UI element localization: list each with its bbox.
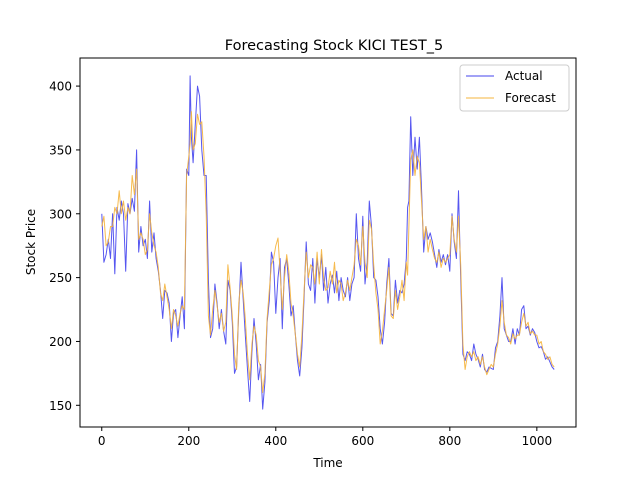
y-tick-label: 350 xyxy=(49,143,72,157)
legend-label-actual: Actual xyxy=(505,69,543,83)
x-tick-label: 400 xyxy=(264,434,287,448)
legend-label-forecast: Forecast xyxy=(505,91,556,105)
x-tick-label: 600 xyxy=(351,434,374,448)
series-layer xyxy=(101,75,555,410)
y-tick-label: 250 xyxy=(49,271,72,285)
x-axis: 0 200 400 600 800 1000 xyxy=(98,427,552,448)
x-tick-label: 1000 xyxy=(522,434,553,448)
series-line-forecast xyxy=(101,111,555,393)
y-axis: 150 200 250 300 350 400 xyxy=(49,80,80,413)
series-line-actual xyxy=(101,75,555,410)
x-tick-label: 0 xyxy=(98,434,106,448)
y-tick-label: 400 xyxy=(49,80,72,94)
y-axis-label: Stock Price xyxy=(24,209,38,275)
x-axis-label: Time xyxy=(312,456,342,470)
y-tick-label: 150 xyxy=(49,399,72,413)
y-tick-label: 300 xyxy=(49,207,72,221)
y-tick-label: 200 xyxy=(49,335,72,349)
x-tick-label: 800 xyxy=(438,434,461,448)
chart-title: Forecasting Stock KICI TEST_5 xyxy=(225,38,443,54)
x-tick-label: 200 xyxy=(177,434,200,448)
plot-frame xyxy=(79,57,577,428)
legend: Actual Forecast xyxy=(459,64,570,112)
